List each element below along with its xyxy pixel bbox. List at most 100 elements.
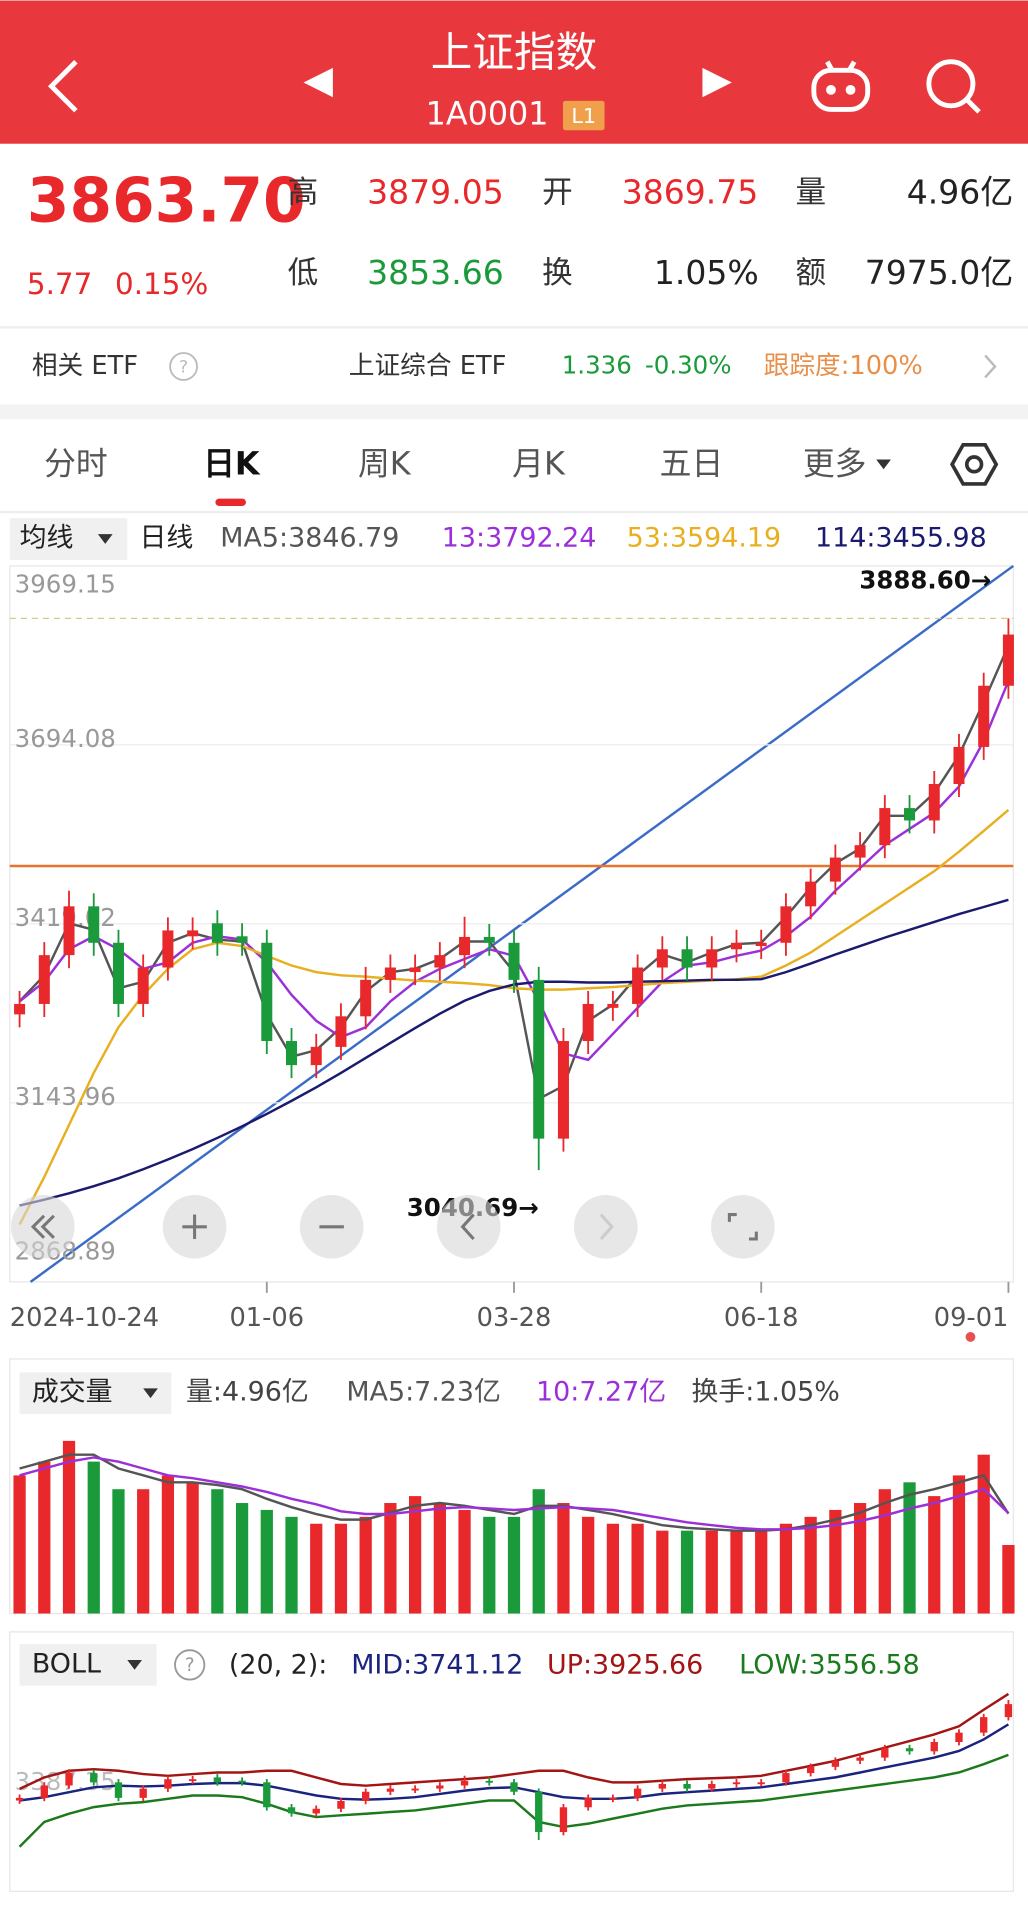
field-label: 开	[542, 175, 573, 210]
candle-body	[953, 746, 965, 785]
max-annotation: 3888.60→	[859, 566, 991, 595]
candle-body	[63, 906, 75, 956]
indicator-params: (20, 2):	[229, 1650, 328, 1681]
volume-bar	[458, 1509, 471, 1614]
candle-body	[780, 906, 792, 943]
candle-body	[582, 1003, 594, 1042]
tab[interactable]: 更多	[803, 445, 867, 483]
candle-body	[730, 942, 742, 950]
volume-bar	[532, 1489, 545, 1614]
fullscreen-button[interactable]	[711, 1194, 775, 1259]
volume-bar	[656, 1530, 669, 1614]
chevron	[984, 354, 997, 379]
tab[interactable]: 周K	[358, 445, 412, 483]
candle-body	[90, 1773, 98, 1783]
indicator-name: 均线	[20, 523, 74, 554]
back-button[interactable]	[47, 59, 78, 113]
field-label: 量	[795, 175, 826, 210]
volume-bar	[928, 1496, 941, 1614]
candle-body	[535, 1791, 543, 1833]
legend-entry: 114:3455.98	[815, 523, 987, 554]
settings-icon[interactable]	[950, 442, 999, 486]
indicator-line	[18, 645, 1010, 1101]
candle-body	[681, 949, 693, 968]
help-icon[interactable]	[169, 352, 198, 381]
volume-bar	[878, 1489, 891, 1614]
candle-body	[607, 1003, 619, 1008]
candle-body	[510, 1782, 518, 1792]
code: 1A0001	[426, 95, 549, 133]
etf-price: 1.336	[562, 350, 632, 379]
volume-label: 量:4.96亿	[186, 1377, 309, 1408]
volume-bar	[730, 1530, 743, 1614]
candle-body	[162, 930, 174, 968]
etf-label: 相关 ETF	[32, 351, 138, 381]
volume-bar	[38, 1461, 51, 1614]
tab[interactable]: 月K	[512, 445, 566, 483]
volume-bar	[433, 1503, 446, 1614]
next-button[interactable]	[702, 67, 732, 98]
field-value: 4.96亿	[907, 172, 1014, 211]
candle-body	[137, 967, 149, 1004]
step-right-button[interactable]	[573, 1194, 638, 1259]
volume-bar	[87, 1461, 100, 1614]
candle-body	[904, 808, 916, 821]
tab[interactable]: 日K	[203, 445, 261, 483]
candle-body	[15, 1797, 24, 1801]
tab[interactable]: 分时	[44, 445, 108, 483]
candle-body	[879, 808, 891, 846]
indicator-line	[19, 1453, 1010, 1532]
field-label: 高	[288, 175, 319, 210]
candle-body	[806, 1766, 815, 1774]
indicator-line	[18, 1753, 1009, 1848]
robot-icon[interactable]	[811, 60, 871, 112]
volume-bar	[903, 1482, 916, 1614]
candle-body	[683, 1783, 691, 1789]
help-icon[interactable]	[174, 1649, 206, 1681]
candle-body	[337, 1800, 345, 1809]
step-left-button[interactable]	[436, 1194, 501, 1259]
field-value: 3879.05	[367, 172, 504, 211]
etf-row[interactable]: 相关 ETF ? 上证综合 ETF 1.336 -0.30% 跟踪度:100%	[32, 350, 997, 381]
caret	[143, 1388, 158, 1399]
candle-body	[187, 930, 199, 937]
help-mark: ?	[179, 358, 188, 378]
caret	[97, 534, 113, 544]
level-badge	[562, 100, 605, 131]
candle-body	[881, 1748, 889, 1758]
candle-body	[38, 955, 50, 1004]
volume-bar	[1002, 1545, 1015, 1614]
candle-body	[757, 1782, 765, 1785]
candle-body	[485, 1780, 493, 1783]
volume-bar	[161, 1475, 175, 1614]
candle-body	[706, 949, 718, 968]
volume-bar	[483, 1516, 496, 1614]
candle-body	[188, 1779, 197, 1782]
candle-body	[930, 1742, 938, 1752]
change-pct: 0.15%	[115, 267, 208, 301]
prev-button[interactable]	[303, 67, 333, 98]
legend-entry: MID:3741.12	[351, 1650, 523, 1681]
indicator-select[interactable]	[19, 1372, 172, 1415]
candle-body	[854, 845, 866, 858]
indicator-line	[19, 1692, 1010, 1790]
etf-name: 上证综合 ETF	[349, 351, 507, 381]
candle-body	[335, 1016, 347, 1047]
x-tick-label: 2024-10-24	[10, 1303, 159, 1333]
candle-body	[708, 1783, 716, 1789]
volume-bar	[977, 1454, 990, 1614]
volume-bar	[779, 1523, 793, 1614]
x-tick-label: 03-28	[477, 1303, 552, 1333]
caret	[127, 1660, 142, 1670]
candle-body	[1004, 1704, 1013, 1718]
search-icon[interactable]	[926, 59, 981, 114]
tab[interactable]: 五日	[660, 445, 724, 483]
field-label: 低	[288, 256, 319, 291]
candle-body	[211, 923, 223, 943]
y-tick-label: 3143.96	[15, 1082, 116, 1111]
candle-body	[656, 949, 668, 968]
control-glyphs	[30, 1213, 758, 1241]
candle-body	[312, 1808, 320, 1814]
volume-bar	[211, 1489, 224, 1614]
